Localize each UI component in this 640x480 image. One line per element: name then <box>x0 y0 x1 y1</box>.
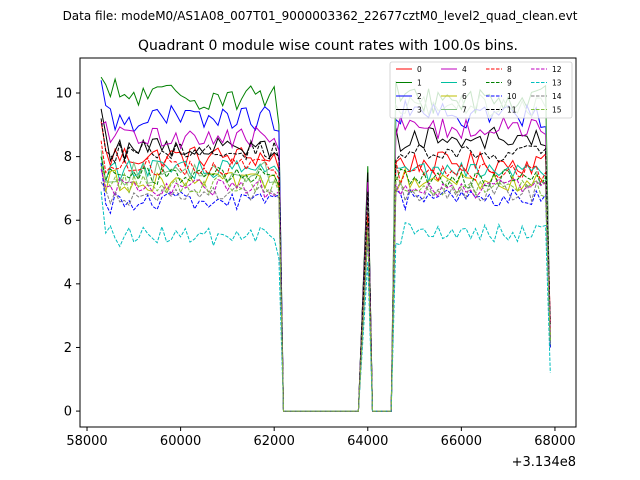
legend-label: 0 <box>417 65 422 74</box>
series-line-12 <box>100 169 551 412</box>
legend-label: 14 <box>552 92 562 101</box>
legend-label: 4 <box>462 65 467 74</box>
series-line-9 <box>100 156 551 412</box>
legend-label: 8 <box>507 65 512 74</box>
x-axis: 58000 60000 62000 64000 66000 68000 <box>66 427 576 449</box>
suptitle: Data file: modeM0/AS1A08_007T01_90000033… <box>63 9 578 23</box>
series-line-13 <box>100 191 551 412</box>
series-line-14 <box>100 180 551 412</box>
legend-label: 11 <box>507 106 517 115</box>
chart-title: Quadrant 0 module wise count rates with … <box>138 38 518 54</box>
x-offset-label: +3.134e8 <box>512 455 576 470</box>
y-axis: 0 2 4 6 8 10 <box>55 86 80 420</box>
legend-label: 6 <box>462 92 467 101</box>
series-line-15 <box>100 166 551 412</box>
axes-frame <box>79 57 577 428</box>
legend-label: 5 <box>462 79 467 88</box>
legend-label: 10 <box>507 92 517 101</box>
legend-label: 2 <box>417 92 422 101</box>
series-line-1 <box>100 76 551 412</box>
series-line-7 <box>100 93 551 412</box>
legend-label: 12 <box>552 65 562 74</box>
legend-label: 15 <box>552 106 562 115</box>
x-tick-label: 58000 <box>66 434 107 449</box>
x-tick-label: 60000 <box>160 434 201 449</box>
series-line-2 <box>100 80 551 412</box>
y-tick-label: 6 <box>64 214 72 229</box>
y-tick-label: 4 <box>64 277 72 292</box>
legend-label: 9 <box>507 79 512 88</box>
series-line-11 <box>100 118 551 412</box>
legend-label: 3 <box>417 106 422 115</box>
legend-label: 1 <box>417 79 422 88</box>
x-tick-label: 68000 <box>534 434 575 449</box>
x-tick-label: 62000 <box>254 434 295 449</box>
legend-label: 7 <box>462 106 467 115</box>
y-tick-label: 10 <box>55 86 72 101</box>
series-line-5 <box>100 156 551 412</box>
y-tick-label: 0 <box>64 405 72 420</box>
y-tick-label: 2 <box>64 341 72 356</box>
legend-box <box>389 61 573 119</box>
legend-label: 13 <box>552 79 562 88</box>
series-line-0 <box>100 121 551 412</box>
series-layer <box>100 76 551 412</box>
x-tick-label: 66000 <box>441 434 482 449</box>
y-tick-label: 8 <box>64 150 72 165</box>
series-line-8 <box>100 140 551 412</box>
x-tick-label: 64000 <box>347 434 388 449</box>
